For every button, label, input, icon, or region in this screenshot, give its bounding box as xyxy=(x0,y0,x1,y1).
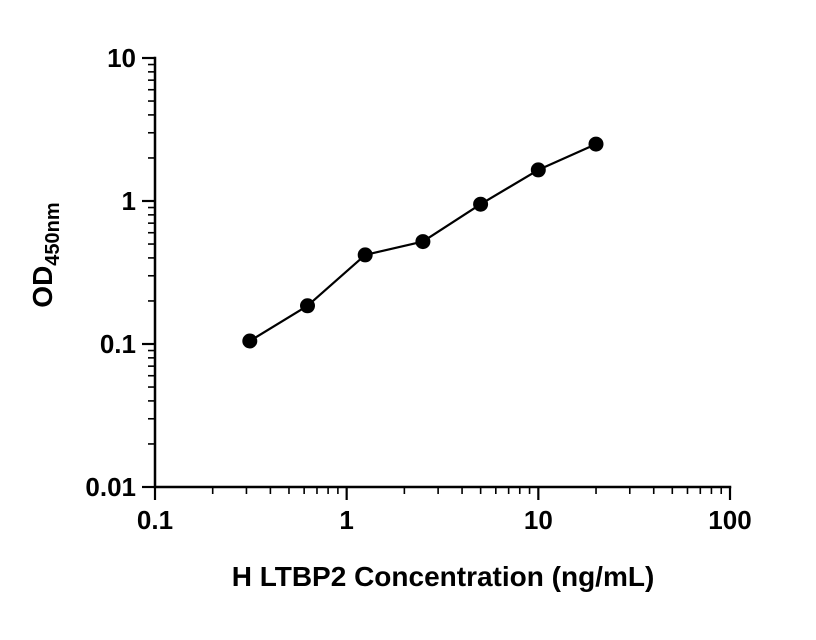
x-tick-label: 10 xyxy=(524,505,553,535)
x-tick-label: 0.1 xyxy=(137,505,173,535)
major-ticks xyxy=(142,56,732,500)
y-axis-label-subscript: 450nm xyxy=(42,202,64,265)
y-tick-label: 1 xyxy=(122,186,136,216)
y-axis-label-main: OD xyxy=(27,266,58,308)
x-tick-label: 100 xyxy=(708,505,751,535)
data-point xyxy=(242,333,258,349)
y-axis-label: OD450nm xyxy=(27,202,64,307)
y-tick-label: 10 xyxy=(107,43,136,73)
y-tick-label: 0.1 xyxy=(100,329,136,359)
x-axis-label: H LTBP2 Concentration (ng/mL) xyxy=(232,561,655,592)
axes xyxy=(153,56,732,489)
data-point xyxy=(473,196,489,212)
x-tick-label: 1 xyxy=(339,505,353,535)
data-point xyxy=(588,136,604,152)
data-point xyxy=(300,298,315,314)
y-tick-label: 0.01 xyxy=(85,472,136,502)
series-points xyxy=(242,136,604,349)
data-point xyxy=(357,247,373,263)
minor-ticks xyxy=(148,63,723,494)
data-point xyxy=(530,162,546,178)
data-point xyxy=(415,234,431,250)
